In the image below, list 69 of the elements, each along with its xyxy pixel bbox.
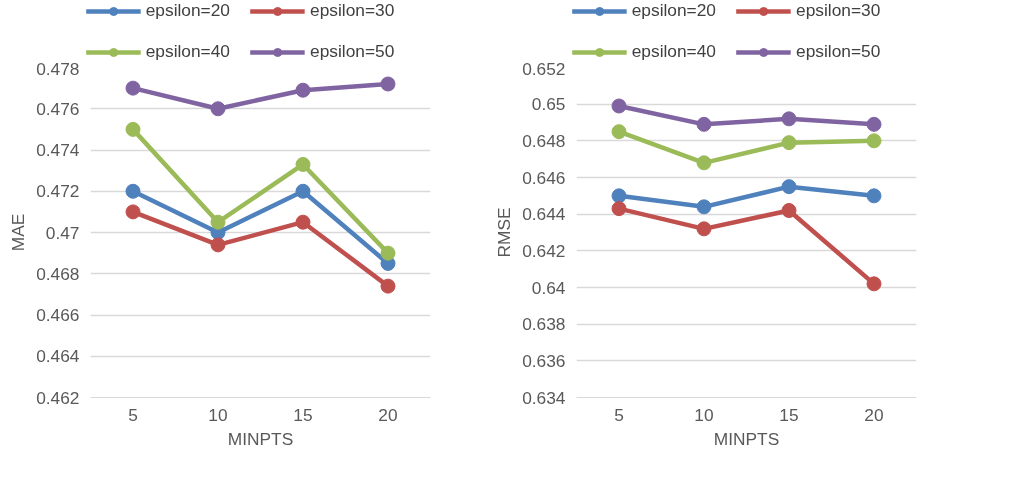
legend-label: epsilon=20	[145, 0, 230, 21]
x-tick-label: 5	[128, 404, 138, 425]
y-tick-label: 0.476	[36, 98, 80, 119]
x-tick-label: 15	[779, 404, 799, 425]
point	[125, 204, 141, 220]
point	[866, 188, 882, 204]
point	[611, 98, 627, 114]
point	[611, 124, 627, 140]
y-tick-label: 0.478	[36, 58, 80, 79]
legend-label: epsilon=30	[796, 0, 881, 21]
legend-label: epsilon=50	[310, 41, 395, 62]
legend-label: epsilon=40	[145, 41, 230, 62]
point	[696, 221, 712, 237]
legend-label: epsilon=50	[796, 41, 881, 62]
point	[125, 80, 141, 96]
point	[611, 188, 627, 204]
y-tick-label: 0.636	[522, 350, 566, 371]
x-tick-label: 5	[614, 404, 624, 425]
point	[295, 156, 311, 172]
point	[696, 116, 712, 132]
y-tick-label: 0.644	[522, 204, 566, 225]
y-tick-label: 0.638	[522, 314, 566, 335]
y-tick-label: 0.634	[522, 387, 566, 408]
y-tick-label: 0.474	[36, 140, 80, 160]
y-tick-label: 0.462	[36, 387, 80, 408]
x-tick-label: 10	[694, 404, 714, 425]
point	[125, 121, 141, 137]
point	[380, 76, 396, 92]
y-tick-label: 0.648	[522, 130, 566, 151]
x-tick-label: 10	[208, 404, 228, 425]
point	[380, 245, 396, 261]
point	[866, 133, 882, 149]
point	[696, 199, 712, 215]
point	[210, 214, 226, 230]
point	[295, 214, 311, 230]
point	[295, 82, 311, 98]
point	[866, 276, 882, 292]
y-axis-title: RMSE	[494, 207, 515, 258]
x-tick-label: 20	[864, 404, 884, 425]
y-tick-label: 0.64	[531, 277, 566, 298]
y-axis-title: MAE	[8, 213, 29, 252]
point	[295, 183, 311, 199]
point	[125, 183, 141, 199]
x-tick-label: 20	[378, 404, 398, 425]
legend-label: epsilon=40	[631, 41, 716, 62]
legend-label: epsilon=20	[631, 0, 716, 21]
point	[380, 278, 396, 294]
y-tick-label: 0.464	[36, 346, 80, 367]
point	[781, 135, 797, 151]
legend-label: epsilon=30	[310, 0, 395, 21]
point	[210, 101, 226, 117]
y-tick-label: 0.652	[522, 58, 566, 79]
point	[781, 203, 797, 218]
y-tick-label: 0.646	[522, 167, 566, 188]
point	[781, 179, 797, 195]
y-tick-label: 0.468	[36, 263, 80, 284]
point	[696, 155, 712, 171]
y-tick-label: 0.47	[45, 222, 80, 243]
y-tick-label: 0.65	[531, 94, 566, 115]
x-axis-title: MINPTS	[713, 428, 780, 449]
x-axis-title: MINPTS	[227, 428, 294, 449]
point	[611, 201, 627, 217]
y-tick-label: 0.466	[36, 305, 80, 325]
y-tick-label: 0.472	[36, 181, 80, 202]
x-tick-label: 15	[293, 404, 313, 425]
y-tick-label: 0.642	[522, 240, 566, 261]
point	[866, 116, 882, 132]
point	[210, 237, 226, 253]
point	[781, 111, 797, 127]
